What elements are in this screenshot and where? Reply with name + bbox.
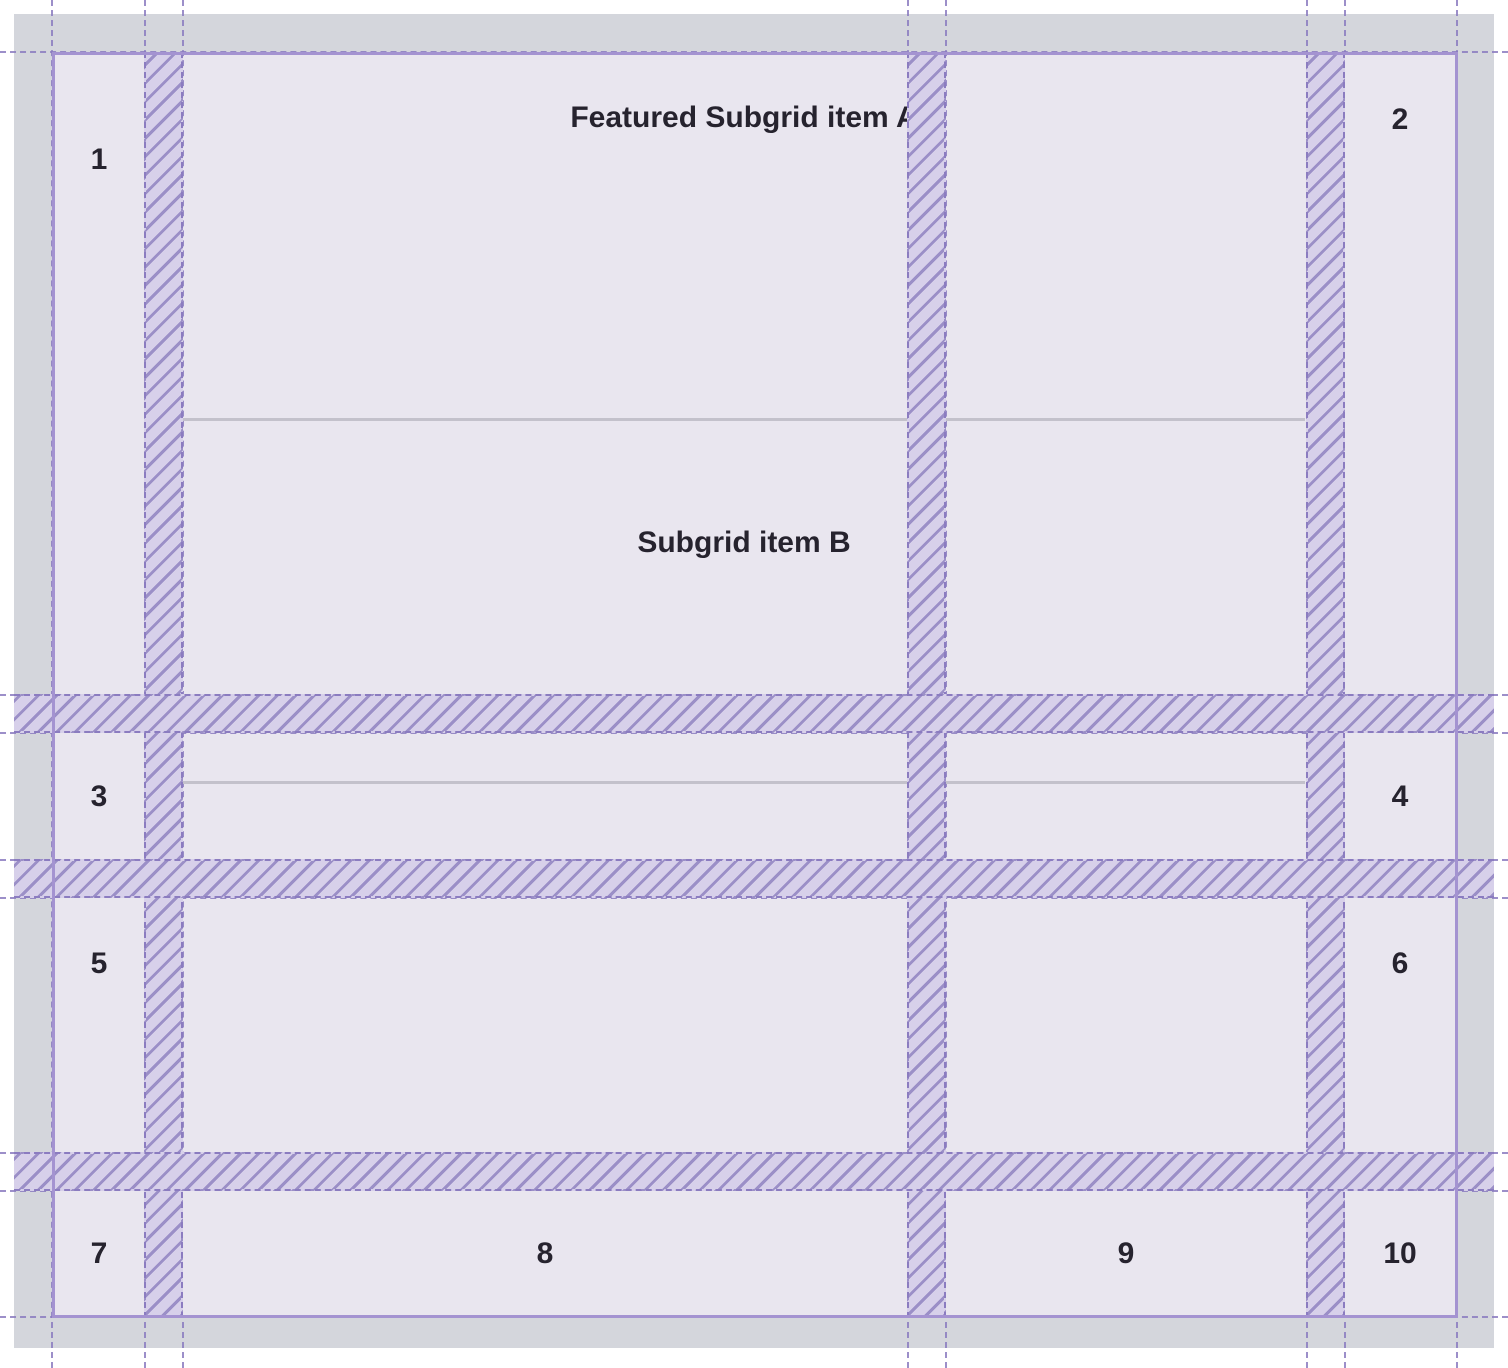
grid-line-extension-h-5: [0, 897, 1508, 899]
grid-cell-8[interactable]: 8: [183, 1191, 907, 1316]
grid-container-area: [52, 52, 1458, 1318]
row-gap-1: [14, 694, 1494, 733]
grid-cell-7[interactable]: 7: [55, 1191, 144, 1316]
grid-cell-9[interactable]: 9: [946, 1191, 1306, 1316]
row-gap-3: [14, 1152, 1494, 1191]
grid-line-extension-v-3: [182, 0, 184, 1368]
grid-cell-5-label: 5: [90, 947, 108, 980]
grid-cell-7-label: 7: [90, 1237, 108, 1270]
grid-cell-3[interactable]: 3: [55, 733, 144, 860]
grid-cell-4[interactable]: 4: [1345, 733, 1455, 860]
grid-cell-4-label: 4: [1391, 780, 1409, 813]
grid-cell-1[interactable]: 1: [55, 55, 144, 694]
column-gap-1: [144, 52, 183, 1318]
grid-cell-6[interactable]: 6: [1345, 898, 1455, 1152]
column-gap-3: [1306, 52, 1345, 1318]
grid-line-extension-h-1: [0, 51, 1508, 53]
row-gap-2: [14, 859, 1494, 898]
column-gap-2: [907, 52, 946, 1318]
grid-line-extension-v-5: [945, 0, 947, 1368]
grid-cell-10-label: 10: [1383, 1237, 1417, 1270]
grid-cell-2-label: 2: [1391, 103, 1409, 136]
grid-line-extension-h-3: [0, 732, 1508, 734]
grid-cell-2[interactable]: 2: [1345, 55, 1455, 694]
grid-cell-1-label: 1: [90, 143, 108, 176]
grid-cell-3-label: 3: [90, 780, 108, 813]
grid-cell-10[interactable]: 10: [1345, 1191, 1455, 1316]
grid-cell-5[interactable]: 5: [55, 898, 144, 1152]
grid-cell-8-label: 8: [536, 1237, 554, 1270]
grid-cell-6-label: 6: [1391, 947, 1409, 980]
grid-line-extension-h-8: [0, 1316, 1508, 1318]
grid-cell-9-label: 9: [1117, 1237, 1135, 1270]
